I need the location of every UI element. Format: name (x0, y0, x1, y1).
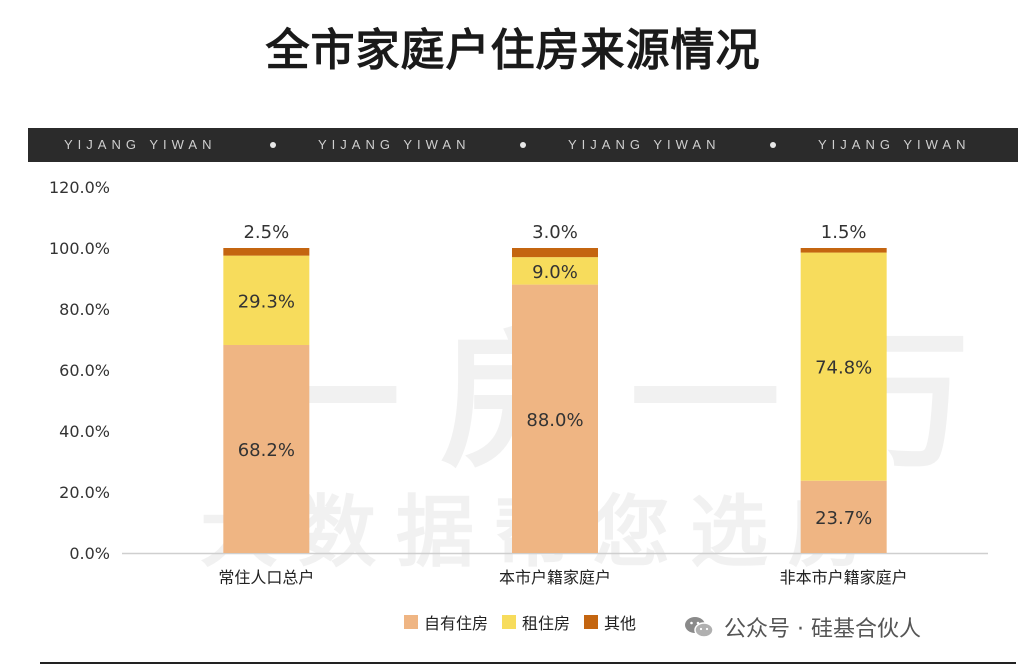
data-label: 23.7% (815, 508, 872, 529)
data-label: 88.0% (526, 410, 583, 431)
y-tick-label: 40.0% (59, 422, 110, 441)
credit-text: 公众号 · 硅基合伙人 (724, 617, 921, 642)
bar-segment (512, 284, 598, 553)
watermark-banner: YIJANG YIWAN YIJANG YIWAN YIJANG YIWAN Y… (28, 128, 1018, 162)
bar-segment (512, 257, 598, 285)
y-tick-label: 20.0% (59, 483, 110, 502)
legend-label: 其他 (604, 614, 637, 633)
legend-item: 自有住房 (404, 610, 488, 634)
y-tick-label: 120.0% (49, 178, 110, 197)
page-title: 全市家庭户住房来源情况 (265, 25, 761, 76)
wechat-icon (684, 615, 714, 639)
x-tick-label: 非本市户籍家庭户 (780, 568, 908, 587)
legend-swatch (584, 615, 599, 629)
bar-segment (800, 480, 887, 553)
bar-segment (223, 344, 310, 553)
banner-dot (520, 142, 526, 148)
banner-text: YIJANG YIWAN (64, 137, 217, 152)
data-label: 68.2% (238, 440, 295, 461)
x-tick-label: 常住人口总户 (218, 568, 314, 587)
legend: 自有住房 租住房 其他 (404, 610, 650, 634)
banner-text: YIJANG YIWAN (568, 137, 721, 152)
legend-swatch (404, 615, 418, 629)
data-label: 74.8% (815, 358, 872, 379)
banner-text: YIJANG YIWAN (818, 137, 971, 152)
banner-dot (270, 142, 276, 148)
y-tick-label: 60.0% (59, 361, 110, 380)
legend-label: 自有住房 (424, 614, 489, 633)
data-label: 3.0% (532, 222, 578, 243)
data-label: 29.3% (238, 291, 295, 312)
data-label: 9.0% (532, 262, 578, 283)
bar-segment (223, 248, 310, 256)
legend-label: 租住房 (522, 614, 571, 633)
bottom-divider (40, 662, 1016, 664)
y-tick-label: 80.0% (59, 300, 110, 319)
banner-dot (770, 142, 776, 148)
bar-segment (800, 252, 887, 481)
bar-segment (223, 255, 310, 345)
y-tick-label: 100.0% (49, 239, 110, 258)
account-credit: 公众号 · 硅基合伙人 (684, 612, 921, 642)
y-tick-label: 0.0% (69, 544, 110, 563)
bar-segment (512, 248, 598, 258)
legend-item: 租住房 (502, 610, 570, 634)
legend-swatch (502, 615, 517, 629)
data-label: 2.5% (243, 222, 289, 243)
x-tick-label: 本市户籍家庭户 (499, 568, 611, 587)
bar-segment (800, 248, 887, 253)
legend-item: 其他 (584, 610, 636, 634)
data-label: 1.5% (821, 222, 867, 243)
banner-text: YIJANG YIWAN (318, 137, 471, 152)
